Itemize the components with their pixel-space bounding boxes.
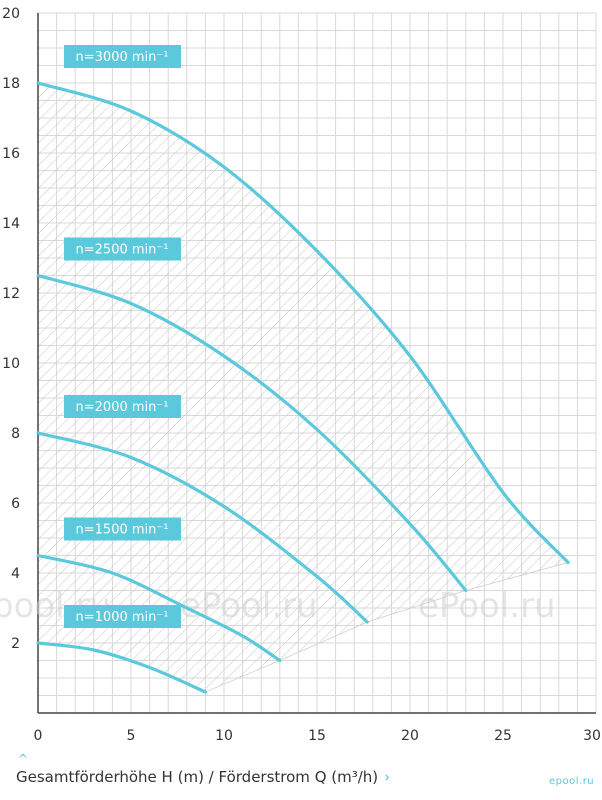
series-label-box [64, 395, 181, 418]
series-line-2 [36, 273, 468, 593]
series-label-text: n=2500 min⁻¹ [76, 243, 169, 258]
watermark-text: ePool.ru [180, 586, 318, 626]
brand-logo: epool.ru [549, 776, 595, 787]
y-tick-label: 16 [2, 146, 20, 162]
series-group [36, 81, 570, 694]
series-label-box [64, 517, 181, 541]
chevron-right-icon[interactable]: › [384, 768, 391, 786]
caption-text: Gesamtförderhöhe H (m) / Förderstrom Q (… [16, 768, 379, 786]
y-tick-label: 18 [2, 76, 20, 92]
series-line-5 [36, 641, 207, 694]
series-label-2: n=2500 min⁻¹ [64, 237, 181, 261]
series-line-4 [36, 553, 282, 663]
series-label-5: n=1000 min⁻¹ [64, 605, 181, 628]
series-label-text: n=2000 min⁻¹ [76, 400, 169, 415]
watermark-text: ePool.ru [418, 586, 556, 626]
y-tick-label: 8 [11, 426, 20, 442]
series-line-1 [36, 81, 570, 565]
x-tick-label: 15 [308, 728, 326, 744]
y-tick-label: 2 [11, 636, 20, 652]
series-label-text: n=1000 min⁻¹ [76, 610, 169, 625]
axis-caption: Gesamtförderhöhe H (m) / Förderstrom Q (… [16, 768, 390, 786]
x-tick-label: 25 [494, 728, 512, 744]
series-label-3: n=2000 min⁻¹ [64, 395, 181, 418]
tick-labels: 0 5 10 15 20 25 30 2 4 6 8 10 12 14 16 18 20 [2, 6, 601, 744]
y-tick-label: 6 [11, 496, 20, 512]
series-label-text: n=3000 min⁻¹ [76, 50, 169, 65]
series-label-4: n=1500 min⁻¹ [64, 517, 181, 541]
series-line-3 [36, 431, 369, 624]
series-label-box [64, 45, 181, 68]
series-label-box [64, 605, 181, 628]
y-tick-label: 20 [2, 6, 20, 22]
x-tick-label: 5 [127, 728, 136, 744]
y-tick-label: 4 [11, 566, 20, 582]
series-labels: n=3000 min⁻¹ n=2500 min⁻¹ n=2000 min⁻¹ n=15… [64, 45, 181, 628]
y-tick-label: 12 [2, 286, 20, 302]
x-tick-label: 10 [215, 728, 233, 744]
chevron-up-icon[interactable]: ^ [18, 752, 29, 766]
series-label-box [64, 237, 181, 261]
axes [37, 13, 596, 714]
x-tick-label: 0 [34, 728, 43, 744]
series-label-text: n=1500 min⁻¹ [76, 523, 169, 538]
y-tick-label: 10 [2, 356, 20, 372]
y-tick-label: 14 [2, 216, 20, 232]
series-label-1: n=3000 min⁻¹ [64, 45, 181, 68]
x-tick-label: 30 [583, 728, 601, 744]
x-tick-label: 20 [401, 728, 419, 744]
pump-curve-chart: pool.ru ePool.ru ePool.ru n=3000 min⁻¹n=25… [0, 6, 601, 744]
